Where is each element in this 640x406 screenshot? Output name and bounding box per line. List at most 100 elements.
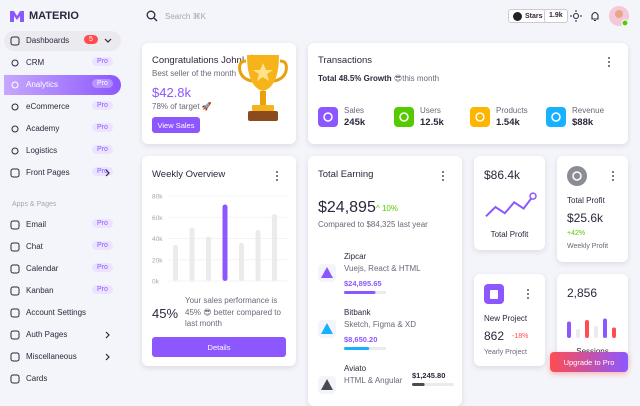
chevron [105, 169, 110, 177]
nav-item[interactable]: Analytics Pro [4, 75, 121, 95]
bar [612, 327, 616, 338]
item-icon-glyph [321, 379, 333, 390]
nav-item[interactable]: Kanban Pro [4, 281, 121, 301]
nav-item[interactable]: Account Settings [4, 303, 121, 323]
bar [585, 320, 589, 338]
profit-caption: Weekly Profit [567, 243, 609, 250]
stat-label: Products [496, 106, 528, 115]
nav-section: Apps & Pages [12, 201, 57, 208]
progress-bar [344, 347, 370, 350]
nav-item[interactable]: Logistics Pro [4, 141, 121, 161]
stat-icon-glyph [551, 112, 561, 122]
nav-item[interactable]: Auth Pages [4, 325, 121, 345]
nav-icon [10, 168, 20, 178]
congrats-amount: $42.8k [152, 85, 192, 100]
nav-item[interactable]: Email Pro [4, 215, 121, 235]
stat-label: Sales [344, 106, 365, 115]
nav-glyph [10, 264, 20, 274]
more-menu[interactable] [525, 288, 531, 300]
nav-label: Analytics [26, 80, 59, 89]
project-amount: 862 [484, 329, 505, 343]
nav-icon [10, 286, 20, 296]
nav-glyph [10, 374, 20, 384]
nav-item[interactable]: Cards [4, 369, 121, 389]
star-count[interactable]: 1.9k [544, 9, 568, 23]
nav-badge: Pro [92, 79, 113, 88]
upgrade-button[interactable]: Upgrade to Pro [550, 352, 628, 372]
bar [567, 321, 571, 338]
nav-label: Miscellaneous [26, 352, 77, 361]
y-tick-label: 40k [152, 236, 163, 243]
github-stars[interactable]: Stars [508, 9, 548, 23]
stat-icon-bg [318, 107, 338, 127]
project-title: New Project [484, 314, 528, 323]
avatar[interactable] [609, 6, 629, 26]
nav-badge: 5 [84, 35, 98, 44]
nav-label: Logistics [26, 146, 58, 155]
nav-item[interactable]: Dashboards 5 [4, 31, 121, 51]
more-menu[interactable] [610, 170, 616, 182]
stat-icon-bg [470, 107, 490, 127]
nav-badge: Pro [92, 123, 113, 132]
view-sales-button[interactable]: View Sales [152, 117, 200, 133]
stat-icon [546, 107, 566, 127]
nav-icon [10, 330, 20, 340]
nav-dot [11, 147, 19, 155]
more-menu[interactable] [606, 56, 612, 68]
nav-item[interactable]: Academy Pro [4, 119, 121, 139]
nav-item[interactable]: Miscellaneous [4, 347, 121, 367]
notification-icon[interactable] [589, 10, 601, 22]
theme-icon[interactable] [570, 10, 582, 22]
progress-bar [344, 291, 376, 294]
nav-icon [10, 352, 20, 362]
nav-label: Dashboards [26, 36, 70, 45]
nav-glyph [10, 286, 20, 296]
more-menu[interactable] [274, 170, 280, 182]
stat-icon-glyph [323, 112, 333, 122]
progress [344, 347, 386, 350]
chevron-path [105, 331, 110, 339]
nav-label: Academy [26, 124, 60, 133]
nav-dot [11, 81, 19, 89]
more-menu[interactable] [440, 170, 446, 182]
stat-value: 245k [344, 117, 366, 128]
chevron [105, 353, 110, 361]
profit-card: Total Profit $25.6k +42% Weekly Profit [557, 156, 628, 262]
chevron-path [105, 169, 110, 177]
search-icon[interactable] [146, 10, 158, 22]
stat-label: Users [420, 106, 441, 115]
sessions-label: Sessions [557, 347, 628, 356]
earning-card: Total Earning $24,895 ^ 10% Compared to … [308, 156, 462, 406]
line [485, 195, 534, 218]
congrats-target: 78% of target 🚀 [152, 102, 212, 111]
nav-dot [11, 103, 19, 111]
nav-item[interactable]: Calendar Pro [4, 259, 121, 279]
nav-item[interactable]: Front Pages Pro [4, 163, 121, 183]
bar [272, 214, 277, 281]
nav-label: Kanban [26, 286, 54, 295]
nav-label: Email [26, 220, 47, 229]
details-button[interactable]: Details [152, 337, 286, 357]
stat-icon-glyph [475, 112, 485, 122]
nav-label: Auth Pages [26, 330, 68, 339]
nav-badge: Pro [92, 263, 113, 272]
chevron-path [105, 353, 110, 361]
nav-icon [10, 242, 20, 252]
nav-item[interactable]: CRM Pro [4, 53, 121, 73]
search[interactable]: Search ⌘K [165, 12, 206, 21]
stat-icon-bg [546, 107, 566, 127]
nav-item[interactable]: Chat Pro [4, 237, 121, 257]
nav-badge: Pro [92, 57, 113, 66]
y-tick-label: 0k [152, 279, 160, 286]
nav-item[interactable]: eCommerce Pro [4, 97, 121, 117]
nav-dot [11, 125, 19, 133]
item-icon-glyph [321, 267, 333, 278]
item-icon [318, 376, 336, 394]
sessions-card: 2,856 Sessions [557, 274, 628, 366]
congrats-title: Congratulations John! 🎉 [152, 55, 259, 66]
weekly-title: Weekly Overview [152, 169, 226, 180]
item-desc: Sketch, Figma & XD [344, 320, 417, 329]
nav-icon [10, 374, 20, 384]
profit-icon [567, 166, 587, 186]
stat-label: Revenue [572, 106, 605, 115]
